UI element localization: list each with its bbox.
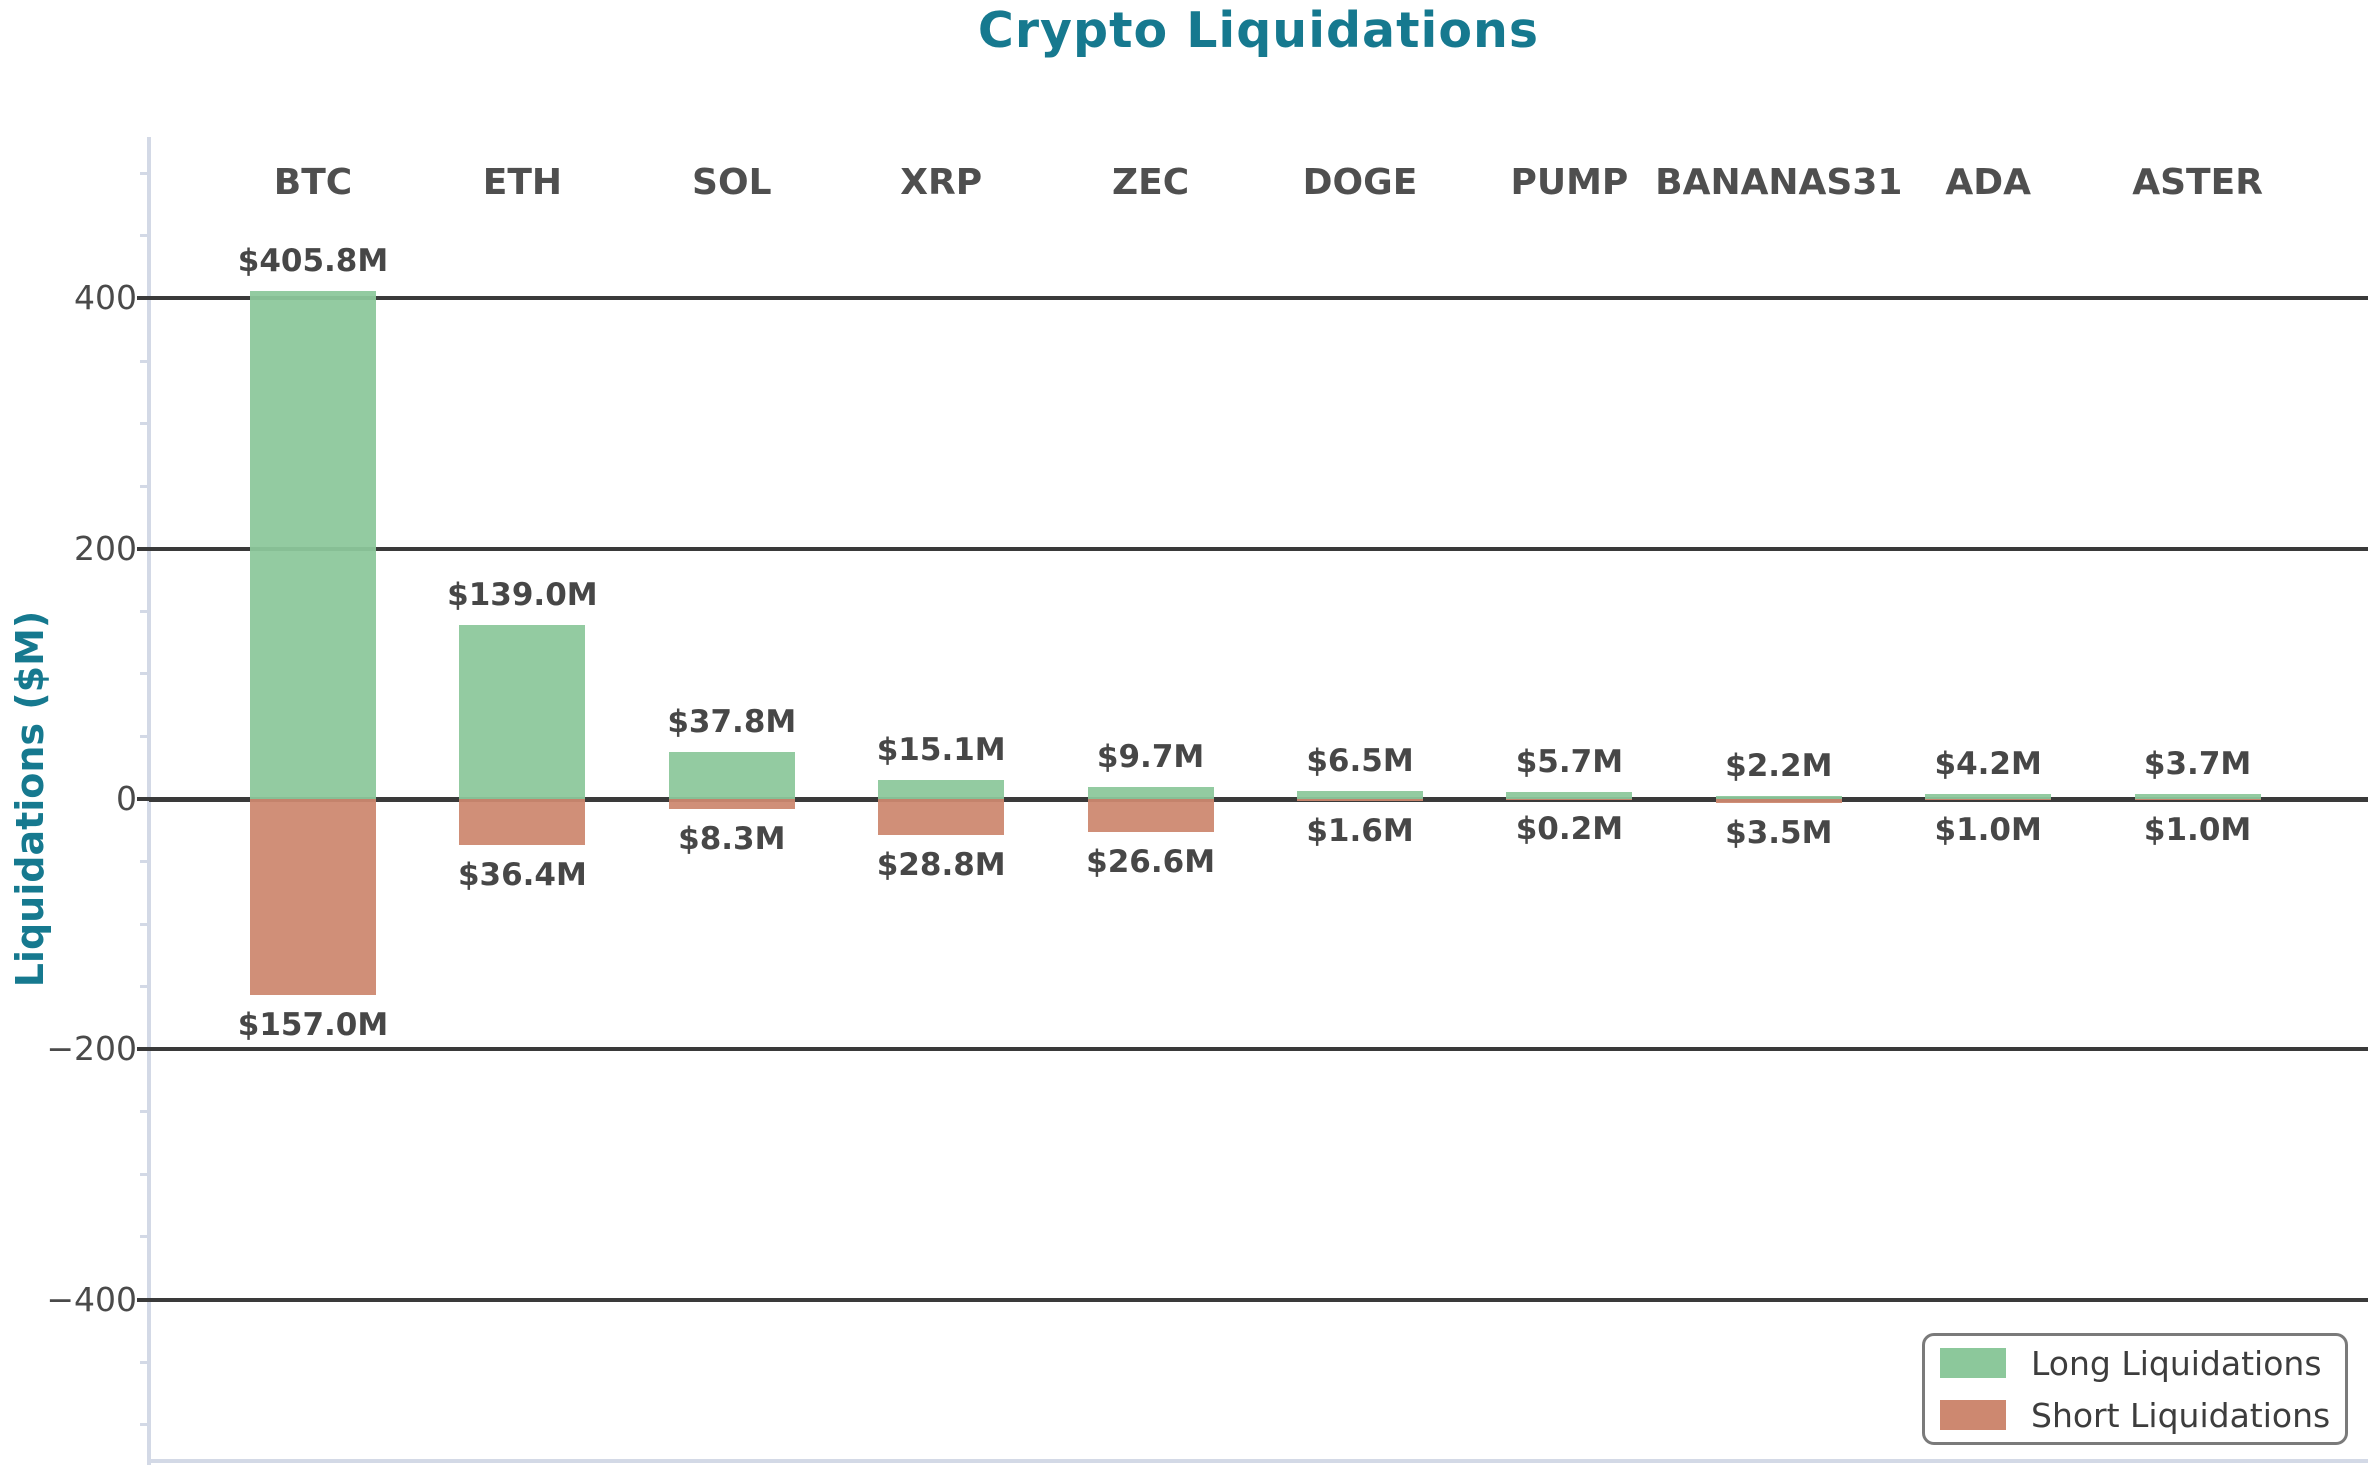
category-label-xrp: XRP (900, 162, 983, 203)
y-tick-label: 200 (74, 528, 137, 568)
long-bar (668, 751, 795, 799)
short-value-label: $0.2M (1515, 811, 1624, 848)
y-minor-tick (140, 1423, 149, 1427)
short-bar (1297, 799, 1423, 801)
short-value-label: $1.6M (1306, 813, 1414, 849)
short-bar (1087, 799, 1214, 833)
y-minor-tick (140, 484, 149, 488)
short-liquidations-swatch (1940, 1400, 2006, 1430)
short-bar (668, 799, 795, 810)
category-label-eth: ETH (482, 162, 563, 203)
long-value-label: $3.7M (2143, 746, 2252, 783)
category-label-sol: SOL (692, 162, 772, 203)
y-minor-tick (140, 734, 149, 738)
long-bar (459, 625, 586, 799)
legend-item-short-liquidations: Short Liquidations (1940, 1396, 2345, 1435)
y-minor-tick (140, 1360, 149, 1364)
y-major-tick (137, 1297, 149, 1302)
category-label-doge: DOGE (1302, 162, 1418, 203)
long-value-label: $4.2M (1934, 745, 2042, 782)
long-liquidations-swatch (1940, 1348, 2006, 1378)
long-value-label: $37.8M (667, 703, 797, 740)
y-minor-tick (140, 985, 149, 989)
y-minor-tick (140, 234, 149, 238)
category-label-btc: BTC (273, 162, 353, 203)
long-value-label: $2.2M (1725, 748, 1833, 785)
y-tick-label: 400 (74, 278, 137, 318)
long-bar (1087, 786, 1214, 799)
y-minor-tick (140, 609, 149, 613)
y-minor-tick (140, 860, 149, 864)
category-label-bananas31: BANANAS31 (1655, 162, 1903, 203)
short-value-label: $1.0M (1934, 812, 2042, 849)
long-value-label: $5.7M (1515, 743, 1624, 780)
legend-item-long-liquidations: Long Liquidations (1940, 1344, 2345, 1383)
y-major-tick (137, 546, 149, 551)
gridline-y-200 (149, 1047, 2368, 1052)
long-bar (2134, 794, 2261, 799)
y-minor-tick (140, 1110, 149, 1114)
long-value-label: $405.8M (237, 243, 389, 280)
category-label-pump: PUMP (1510, 162, 1629, 203)
y-minor-tick (140, 359, 149, 363)
gridline-y-400 (149, 1297, 2368, 1302)
short-bar (1925, 799, 2052, 801)
y-major-tick (137, 1047, 149, 1052)
long-value-label: $139.0M (447, 577, 598, 614)
legend-label-long: Long Liquidations (2031, 1343, 2322, 1383)
y-minor-tick (140, 922, 149, 926)
long-bar (1297, 790, 1423, 799)
short-value-label: $8.3M (678, 821, 786, 858)
short-value-label: $26.6M (1086, 844, 1216, 881)
y-tick-label: −400 (46, 1279, 137, 1319)
short-bar (250, 799, 376, 996)
y-minor-tick (140, 171, 149, 175)
category-label-aster: ASTER (2132, 162, 2263, 203)
y-tick-label: −200 (46, 1029, 137, 1069)
y-minor-tick (140, 1235, 149, 1239)
y-tick-label: 0 (116, 779, 137, 818)
long-bar (1715, 796, 1842, 799)
short-value-label: $36.4M (457, 856, 587, 893)
long-value-label: $6.5M (1306, 742, 1414, 779)
category-label-zec: ZEC (1112, 162, 1190, 203)
x-axis-spine (147, 1459, 2368, 1463)
legend-label-short: Short Liquidations (2031, 1395, 2331, 1435)
y-major-tick (137, 797, 149, 801)
category-label-ada: ADA (1945, 162, 2031, 203)
y-major-tick (137, 296, 149, 301)
short-value-label: $1.0M (2143, 812, 2252, 849)
short-bar (2134, 799, 2261, 801)
long-value-label: $9.7M (1096, 738, 1205, 775)
chart-title: Crypto Liquidations (977, 2, 1540, 59)
short-bar (1715, 799, 1842, 804)
long-bar (1925, 793, 2052, 799)
short-value-label: $157.0M (237, 1007, 389, 1044)
y-minor-tick (140, 422, 149, 426)
gridline-y400 (149, 296, 2368, 301)
long-bar (878, 780, 1005, 799)
short-bar (459, 799, 586, 845)
long-bar (250, 291, 376, 799)
long-bar (1506, 791, 1633, 799)
short-value-label: $3.5M (1725, 815, 1833, 852)
gridline-y0 (149, 796, 2368, 802)
y-minor-tick (140, 1172, 149, 1176)
gridline-y200 (149, 546, 2368, 551)
long-value-label: $15.1M (876, 732, 1006, 769)
legend: Long Liquidations Short Liquidations (1922, 1333, 2348, 1445)
short-bar (878, 799, 1005, 836)
y-minor-tick (140, 672, 149, 676)
short-value-label: $28.8M (876, 847, 1006, 884)
